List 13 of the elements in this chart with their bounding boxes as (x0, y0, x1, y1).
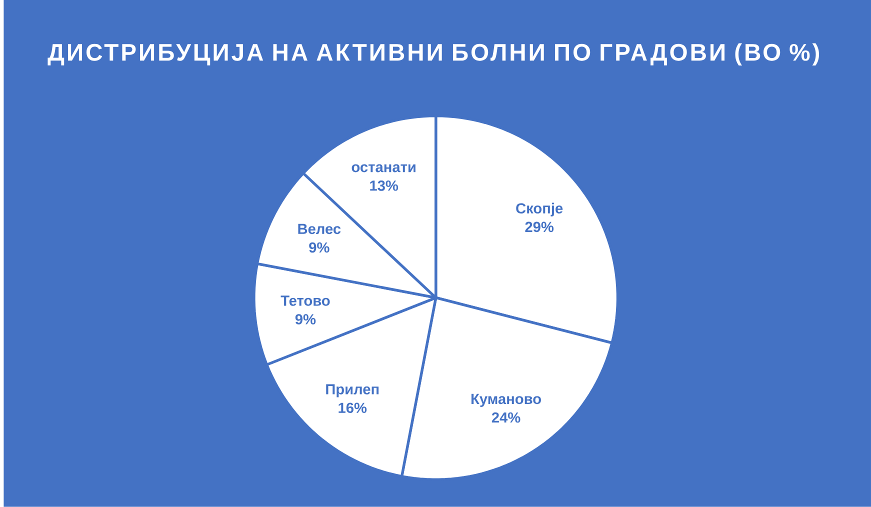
slice-label: Скопје (516, 202, 563, 216)
data-label: 9% (309, 242, 330, 253)
data-label: 16% (338, 402, 367, 414)
slice-label: Прилеп (326, 384, 379, 398)
data-label: 13% (370, 180, 398, 191)
slice-label: останати (352, 164, 416, 172)
chart-title: ДИСТРИБУЦИЈА НА АКТИВНИ БОЛНИ ПО ГРАДОВИ (ВО %) (48, 43, 820, 66)
data-label: 9% (295, 314, 316, 325)
slice-label: Тетово (280, 296, 330, 306)
slice-label: Куманово (471, 394, 541, 408)
data-label: 29% (525, 222, 554, 232)
slice-label: Велес (298, 224, 341, 234)
data-label: 24% (492, 412, 520, 423)
